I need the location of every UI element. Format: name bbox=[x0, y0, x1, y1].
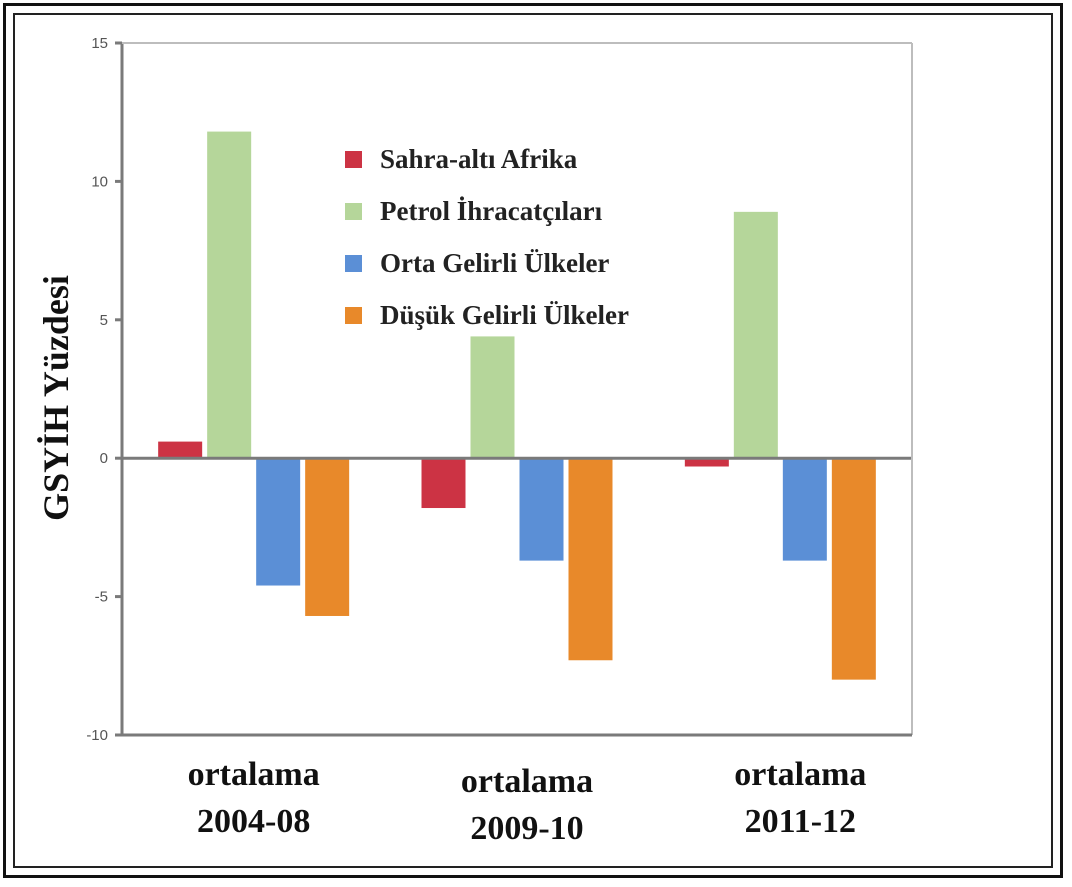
y-axis-label: GSYİH Yüzdesi bbox=[36, 275, 76, 521]
bar-series-3-cat-2 bbox=[831, 458, 876, 680]
y-tick-label: 0 bbox=[100, 450, 108, 467]
bar-series-0-cat-2 bbox=[684, 458, 729, 467]
bar-series-3-cat-0 bbox=[305, 458, 350, 616]
legend-label: Düşük Gelirli Ülkeler bbox=[380, 300, 629, 330]
category-label-line2: 2004-08 bbox=[197, 803, 310, 840]
legend-swatch bbox=[345, 255, 362, 272]
bar-series-1-cat-1 bbox=[470, 336, 515, 459]
category-label-line2: 2011-12 bbox=[745, 803, 856, 840]
category-label-line1: ortalama bbox=[461, 763, 593, 800]
bar-series-3-cat-1 bbox=[568, 458, 613, 661]
outer-frame bbox=[3, 3, 1063, 878]
y-tick-label: 5 bbox=[100, 312, 108, 329]
category-labels-group: ortalama 2004-08 ortalama 2009-10 ortalama 20… bbox=[188, 756, 867, 847]
bar-series-2-cat-1 bbox=[519, 458, 564, 561]
bar-series-0-cat-1 bbox=[421, 458, 466, 509]
bar-series-2-cat-0 bbox=[256, 458, 301, 586]
y-tick-label: -10 bbox=[86, 727, 108, 744]
bar-series-1-cat-2 bbox=[733, 211, 778, 459]
category-label-line1: ortalama bbox=[188, 756, 320, 793]
legend-swatch bbox=[345, 203, 362, 220]
y-tick-label: 10 bbox=[91, 173, 108, 190]
category-label-line1: ortalama bbox=[734, 756, 866, 793]
bar-series-2-cat-2 bbox=[782, 458, 827, 561]
bar-series-1-cat-0 bbox=[207, 131, 252, 459]
axes-group bbox=[120, 42, 913, 737]
category-label-line2: 2009-10 bbox=[470, 810, 583, 847]
y-ticks-group: 15 10 5 0 -5 -10 bbox=[86, 35, 122, 744]
legend-swatch bbox=[345, 307, 362, 324]
bar-series-0-cat-0 bbox=[158, 441, 203, 459]
inner-frame bbox=[13, 13, 1053, 868]
legend-label: Orta Gelirli Ülkeler bbox=[380, 248, 609, 278]
legend-label: Sahra-altı Afrika bbox=[380, 144, 578, 174]
legend-label: Petrol İhracatçıları bbox=[380, 196, 603, 226]
y-tick-label: 15 bbox=[91, 35, 108, 52]
legend-swatch bbox=[345, 151, 362, 168]
legend: Sahra-altı Afrika Petrol İhracatçıları Ort… bbox=[345, 144, 629, 330]
bars-group bbox=[158, 131, 876, 680]
y-tick-label: -5 bbox=[95, 589, 108, 606]
